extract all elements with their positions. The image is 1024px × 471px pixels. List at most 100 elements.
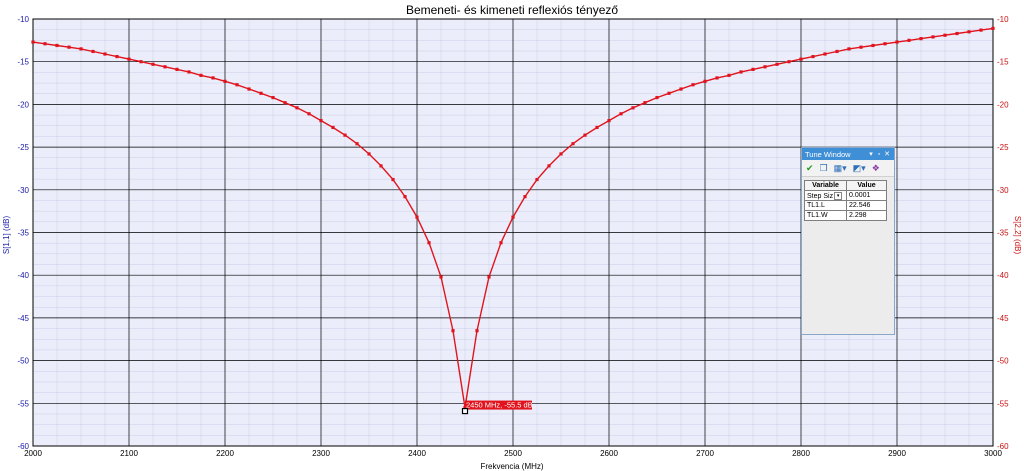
data-point xyxy=(115,54,119,59)
value-cell[interactable]: 0.0001 xyxy=(846,190,887,201)
data-point xyxy=(247,87,251,91)
value-cell[interactable]: 2.298 xyxy=(846,210,887,221)
data-point xyxy=(151,62,155,66)
data-point xyxy=(379,164,383,168)
data-point xyxy=(103,52,107,56)
data-point xyxy=(619,112,623,116)
data-point xyxy=(583,133,587,137)
variable-cell[interactable]: TL1.L xyxy=(804,200,847,211)
data-point xyxy=(799,57,803,61)
graph-icon[interactable]: ◩▾ xyxy=(852,162,866,173)
y-tick-label-left: -60 xyxy=(17,442,29,451)
data-point xyxy=(907,38,911,42)
tune-window-title: Tune Window xyxy=(805,149,851,159)
data-point xyxy=(631,106,635,110)
y-tick-label-right: -15 xyxy=(997,58,1009,67)
data-point xyxy=(439,275,443,279)
table-row[interactable]: Step Siz ▾ 0.0001 xyxy=(804,190,887,201)
x-tick-label: 2900 xyxy=(888,449,906,458)
data-point xyxy=(391,177,395,182)
y-tick-label-right: -20 xyxy=(997,100,1009,109)
y-tick-label-left: -35 xyxy=(17,229,29,238)
table-row[interactable]: TL1.L 22.546 xyxy=(804,200,887,211)
data-point xyxy=(451,329,455,333)
marker-point xyxy=(461,407,469,415)
y-tick-label-left: -50 xyxy=(17,357,29,366)
data-point xyxy=(199,73,203,77)
x-tick-label: 2200 xyxy=(216,449,234,458)
y-tick-label-right: -35 xyxy=(997,229,1009,238)
data-point xyxy=(211,76,215,80)
data-point xyxy=(535,177,539,182)
copy-icon[interactable]: ❐ xyxy=(819,162,828,173)
data-point xyxy=(763,65,767,69)
chevron-down-icon[interactable]: ▾ xyxy=(834,191,843,200)
close-icon[interactable]: ✕ xyxy=(884,151,890,158)
marker-label: 2450 MHz, -55.5 dB xyxy=(466,401,533,410)
data-point xyxy=(727,73,731,77)
y-tick-label-left: -45 xyxy=(17,314,29,323)
check-icon[interactable]: ✔ xyxy=(806,162,814,173)
data-point xyxy=(775,62,779,66)
data-point xyxy=(511,215,515,219)
data-point xyxy=(823,52,827,56)
y-tick-label-right: -25 xyxy=(997,143,1009,152)
y-axis-label-right: S[2,2] (dB) xyxy=(1013,216,1022,255)
data-point xyxy=(475,329,479,333)
data-point xyxy=(607,119,611,123)
data-point xyxy=(127,57,131,61)
data-point xyxy=(991,26,995,30)
tune-window-titlebar[interactable]: Tune Window ▾ ▫ ✕ xyxy=(802,148,894,160)
tune-window[interactable]: Tune Window ▾ ▫ ✕ ✔ ❐ ▦▾ ◩▾ ❖ Variable V… xyxy=(801,147,895,335)
value-cell[interactable]: 22.546 xyxy=(846,200,887,211)
y-tick-label-left: -10 xyxy=(17,15,29,24)
column-header-variable: Variable xyxy=(804,180,847,191)
data-point xyxy=(919,37,923,41)
data-point xyxy=(175,67,179,71)
data-point xyxy=(895,40,899,44)
data-point xyxy=(31,40,35,44)
palette-icon[interactable]: ❖ xyxy=(871,162,880,173)
pin-icon[interactable]: ▾ xyxy=(869,151,873,158)
data-point xyxy=(931,35,935,39)
y-tick-label-right: -40 xyxy=(997,271,1009,280)
data-point xyxy=(271,95,275,100)
data-point xyxy=(55,43,59,48)
plot-border xyxy=(32,18,994,447)
y-tick-label-right: -45 xyxy=(997,314,1009,323)
variable-cell[interactable]: TL1.W xyxy=(804,210,847,221)
data-point xyxy=(415,215,419,219)
data-point xyxy=(79,47,83,51)
tune-window-toolbar: ✔ ❐ ▦▾ ◩▾ ❖ xyxy=(802,160,894,177)
data-point xyxy=(955,31,959,36)
data-point xyxy=(427,241,431,245)
chart-title: Bemeneti- és kimeneti reflexiós tényező xyxy=(406,3,618,17)
y-tick-label-left: -40 xyxy=(17,271,29,280)
x-tick-label: 3000 xyxy=(984,449,1002,458)
data-point xyxy=(703,79,707,83)
data-point xyxy=(943,33,947,37)
data-point xyxy=(967,30,971,34)
data-point xyxy=(643,101,647,105)
float-icon[interactable]: ▫ xyxy=(877,150,881,158)
data-point xyxy=(571,142,575,146)
y-tick-label-left: -55 xyxy=(17,399,29,408)
data-point xyxy=(859,45,863,49)
data-point xyxy=(67,45,71,49)
x-tick-label: 2400 xyxy=(408,449,426,458)
data-point xyxy=(307,112,311,116)
data-point xyxy=(871,43,875,48)
data-point xyxy=(139,60,143,64)
data-point xyxy=(547,164,551,168)
data-point xyxy=(235,83,239,87)
data-point xyxy=(679,87,683,91)
data-point xyxy=(559,152,563,156)
x-tick-label: 2600 xyxy=(600,449,618,458)
data-point xyxy=(259,91,263,95)
data-point xyxy=(979,28,983,32)
y-tick-label-left: -15 xyxy=(17,58,29,67)
variable-cell[interactable]: Step Siz ▾ xyxy=(804,190,847,201)
table-row[interactable]: TL1.W 2.298 xyxy=(804,210,887,221)
data-point xyxy=(691,83,695,87)
grid-icon[interactable]: ▦▾ xyxy=(833,162,847,173)
